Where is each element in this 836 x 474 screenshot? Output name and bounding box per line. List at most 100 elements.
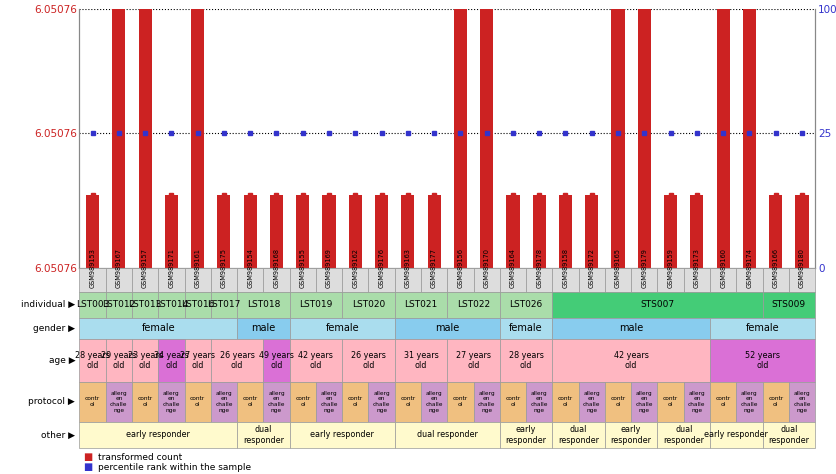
Text: LST021: LST021	[405, 300, 437, 309]
Bar	[559, 195, 572, 268]
Text: contr
ol: contr ol	[85, 396, 100, 407]
Bar	[401, 195, 415, 268]
Bar	[296, 195, 309, 268]
Text: percentile rank within the sample: percentile rank within the sample	[98, 463, 251, 472]
Text: 27 years
old: 27 years old	[180, 351, 215, 370]
Bar	[769, 195, 782, 268]
Text: GSM989155: GSM989155	[300, 248, 306, 288]
Text: 28 years
old: 28 years old	[508, 351, 543, 370]
Bar	[270, 195, 283, 268]
Text: male: male	[435, 323, 460, 333]
Text: GSM989177: GSM989177	[431, 248, 437, 288]
Text: GSM989167: GSM989167	[116, 248, 122, 288]
Text: GSM989153: GSM989153	[89, 248, 95, 288]
Text: GSM989171: GSM989171	[168, 248, 175, 288]
Text: early
responder: early responder	[506, 425, 547, 445]
Text: allerg
en
challe
nge: allerg en challe nge	[531, 391, 548, 413]
Bar	[611, 9, 624, 268]
Bar	[533, 195, 546, 268]
Text: GSM989176: GSM989176	[379, 248, 385, 288]
Text: age ▶: age ▶	[48, 356, 75, 365]
Bar	[664, 195, 677, 268]
Bar	[375, 195, 388, 268]
Text: early responder: early responder	[705, 430, 768, 439]
Text: female: female	[141, 323, 175, 333]
Text: early responder: early responder	[126, 430, 190, 439]
Text: GSM989173: GSM989173	[694, 248, 700, 288]
Text: 52 years
old: 52 years old	[745, 351, 780, 370]
Text: allerg
en
challe
nge: allerg en challe nge	[635, 391, 653, 413]
Text: LST022: LST022	[457, 300, 490, 309]
Text: GSM989163: GSM989163	[405, 248, 410, 288]
Text: 49 years
old: 49 years old	[259, 351, 294, 370]
Bar	[427, 195, 441, 268]
Text: GSM989175: GSM989175	[221, 248, 227, 288]
Bar	[691, 195, 703, 268]
Text: GSM989160: GSM989160	[720, 248, 726, 288]
Text: GSM989172: GSM989172	[589, 248, 594, 288]
Text: contr
ol: contr ol	[295, 396, 310, 407]
Text: contr
ol: contr ol	[716, 396, 731, 407]
Text: contr
ol: contr ol	[768, 396, 783, 407]
Text: allerg
en
challe
nge: allerg en challe nge	[163, 391, 180, 413]
Text: GSM989162: GSM989162	[352, 248, 359, 288]
Text: early
responder: early responder	[610, 425, 652, 445]
Bar	[716, 9, 730, 268]
Text: GSM989169: GSM989169	[326, 248, 332, 288]
Text: allerg
en
challe
nge: allerg en challe nge	[741, 391, 758, 413]
Text: allerg
en
challe
nge: allerg en challe nge	[426, 391, 443, 413]
Text: male: male	[251, 323, 276, 333]
Text: contr
ol: contr ol	[663, 396, 678, 407]
Text: 29 years
old: 29 years old	[101, 351, 136, 370]
Text: 34 years
old: 34 years old	[154, 351, 189, 370]
Text: GSM989161: GSM989161	[195, 248, 201, 288]
Bar	[323, 195, 335, 268]
Bar	[191, 9, 204, 268]
Bar	[217, 195, 231, 268]
Text: 23 years
old: 23 years old	[128, 351, 162, 370]
Text: dual
responder: dual responder	[768, 425, 809, 445]
Text: contr
ol: contr ol	[453, 396, 468, 407]
Text: LST014: LST014	[155, 300, 188, 309]
Bar	[507, 195, 519, 268]
Text: allerg
en
challe
nge: allerg en challe nge	[478, 391, 496, 413]
Text: 27 years
old: 27 years old	[456, 351, 491, 370]
Text: LST018: LST018	[247, 300, 280, 309]
Text: contr
ol: contr ol	[558, 396, 573, 407]
Text: GSM989154: GSM989154	[247, 248, 253, 288]
Text: contr
ol: contr ol	[610, 396, 625, 407]
Text: LST003: LST003	[76, 300, 110, 309]
Text: GSM989170: GSM989170	[484, 248, 490, 288]
Text: ■: ■	[83, 463, 92, 473]
Bar	[480, 9, 493, 268]
Text: allerg
en
challe
nge: allerg en challe nge	[688, 391, 706, 413]
Text: protocol ▶: protocol ▶	[28, 397, 75, 406]
Text: individual ▶: individual ▶	[21, 300, 75, 309]
Text: GSM989157: GSM989157	[142, 248, 148, 288]
Text: LST017: LST017	[207, 300, 241, 309]
Text: GSM989174: GSM989174	[747, 248, 752, 288]
Text: female: female	[746, 323, 779, 333]
Text: LST013: LST013	[129, 300, 162, 309]
Text: dual
responder: dual responder	[558, 425, 599, 445]
Text: allerg
en
challe
nge: allerg en challe nge	[215, 391, 232, 413]
Text: contr
ol: contr ol	[190, 396, 205, 407]
Text: allerg
en
challe
nge: allerg en challe nge	[110, 391, 128, 413]
Text: contr
ol: contr ol	[400, 396, 415, 407]
Bar	[349, 195, 362, 268]
Text: early responder: early responder	[310, 430, 374, 439]
Text: LST019: LST019	[299, 300, 333, 309]
Text: LST026: LST026	[509, 300, 543, 309]
Text: allerg
en
challe
nge: allerg en challe nge	[373, 391, 390, 413]
Text: contr
ol: contr ol	[242, 396, 257, 407]
Text: allerg
en
challe
nge: allerg en challe nge	[583, 391, 600, 413]
Text: 28 years
old: 28 years old	[75, 351, 110, 370]
Text: 26 years
old: 26 years old	[220, 351, 254, 370]
Text: contr
ol: contr ol	[138, 396, 153, 407]
Text: GSM989165: GSM989165	[615, 248, 621, 288]
Text: LST020: LST020	[352, 300, 385, 309]
Text: gender ▶: gender ▶	[33, 324, 75, 333]
Text: other ▶: other ▶	[41, 430, 75, 439]
Text: contr
ol: contr ol	[348, 396, 363, 407]
Text: GSM989164: GSM989164	[510, 248, 516, 288]
